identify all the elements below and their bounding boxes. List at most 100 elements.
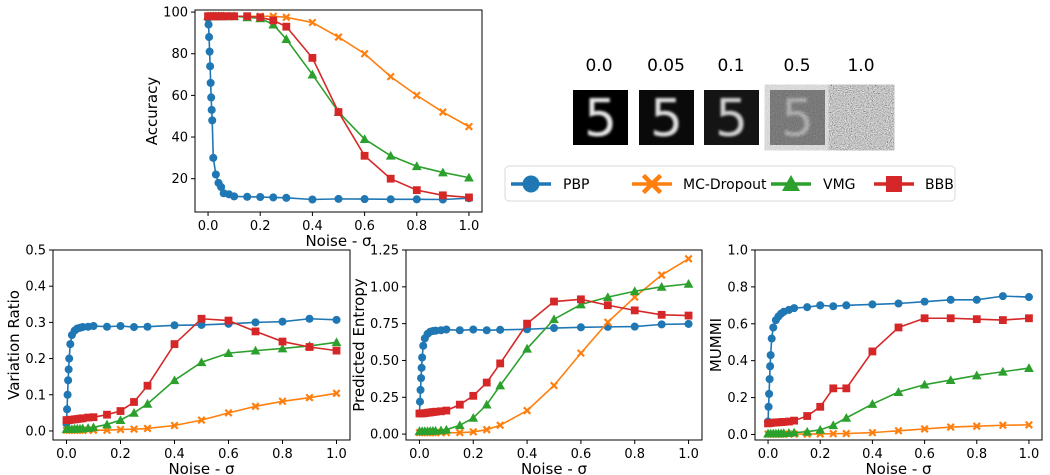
- data-point: [577, 295, 585, 304]
- data-point: [816, 301, 825, 310]
- x-tick-label: 0.2: [110, 447, 131, 462]
- x-tick-label: 1.0: [1019, 447, 1040, 462]
- x-tick-label: 1.0: [678, 447, 699, 462]
- x-tick-label: 0.2: [810, 447, 831, 462]
- data-point: [455, 326, 464, 335]
- data-point: [482, 378, 491, 387]
- data-point: [815, 424, 826, 434]
- data-point: [412, 186, 421, 195]
- data-point: [998, 292, 1007, 301]
- data-point: [972, 295, 981, 304]
- data-point: [115, 415, 126, 424]
- data-point: [197, 314, 206, 323]
- data-point: [256, 13, 265, 22]
- legend-entry-pbp: PBP: [511, 175, 590, 193]
- data-point: [894, 323, 903, 332]
- data-point: [65, 354, 74, 363]
- data-point: [971, 370, 982, 380]
- data-point: [332, 315, 341, 324]
- x-tick-label: 0.8: [406, 219, 427, 234]
- data-point: [972, 422, 981, 431]
- data-point: [765, 375, 774, 384]
- data-point: [469, 427, 478, 436]
- y-tick-label: 40: [171, 131, 188, 146]
- legend-marker-triangle: [782, 175, 800, 191]
- data-point: [803, 303, 812, 312]
- y-tick-label: 0.0: [25, 424, 46, 439]
- data-point: [102, 419, 112, 429]
- digit-glyph: 5: [715, 89, 748, 149]
- data-point: [482, 326, 491, 335]
- x-tick-label: 0.6: [571, 447, 592, 462]
- data-point: [219, 12, 228, 21]
- data-point: [385, 150, 396, 160]
- noise-label-0: 0.0: [585, 56, 612, 76]
- data-point: [766, 362, 775, 371]
- data-point: [946, 295, 955, 304]
- data-point: [469, 391, 478, 400]
- data-point: [972, 315, 981, 324]
- y-tick-label: 1.00: [370, 280, 399, 295]
- series-vmg: [763, 363, 1034, 438]
- data-point: [828, 420, 839, 430]
- noise-label-4: 1.0: [847, 56, 874, 76]
- y-tick-label: 100: [163, 6, 188, 21]
- data-point: [269, 16, 278, 25]
- axes-frame: [194, 9, 483, 213]
- data-point: [842, 384, 851, 393]
- data-point: [603, 301, 612, 310]
- x-tick-label: 1.0: [459, 219, 480, 234]
- data-point: [78, 414, 87, 423]
- y-axis-label: Predicted Entropy: [350, 278, 368, 412]
- data-point: [243, 12, 252, 21]
- data-point: [224, 316, 233, 325]
- data-point: [143, 381, 152, 390]
- data-point: [251, 327, 260, 336]
- chart-mummi: 0.0 0.2 0.4 0.6 0.8 1.0 0.0 0.2 0.4 0.6 0.8 1.0 Nois…: [707, 244, 1043, 475]
- y-tick-label: 60: [171, 89, 188, 104]
- data-point: [464, 172, 474, 182]
- series-pbp: [764, 292, 1033, 426]
- data-point: [523, 319, 531, 328]
- series-vmg: [414, 279, 694, 436]
- data-point: [495, 380, 506, 390]
- data-point: [455, 428, 464, 437]
- y-axis-label: Accuracy: [143, 77, 161, 146]
- data-point: [224, 408, 233, 417]
- data-point: [790, 416, 799, 425]
- data-point: [920, 297, 929, 306]
- data-point: [657, 271, 666, 280]
- data-point: [129, 425, 139, 434]
- x-tick-label: 0.4: [862, 447, 883, 462]
- data-point: [278, 317, 287, 326]
- digit-glyph: 5: [584, 89, 617, 149]
- y-tick-label: 1.0: [727, 244, 748, 259]
- data-point: [842, 429, 851, 438]
- y-tick-label: 0.4: [25, 280, 46, 295]
- data-point: [785, 417, 793, 426]
- series-line-pbp: [65, 317, 337, 424]
- data-point: [386, 72, 395, 81]
- y-tick-label: 0.3: [25, 316, 46, 331]
- data-point: [417, 363, 426, 372]
- x-tick-label: 0.4: [517, 447, 538, 462]
- data-point: [102, 322, 112, 331]
- data-point: [415, 397, 425, 406]
- data-point: [437, 167, 448, 177]
- axes-frame: [405, 249, 703, 441]
- data-point: [223, 348, 234, 358]
- y-tick-label: 0.8: [727, 280, 748, 295]
- data-point: [789, 427, 800, 437]
- data-point: [684, 319, 693, 328]
- data-point: [684, 254, 693, 263]
- data-point: [894, 426, 903, 435]
- data-point: [683, 279, 694, 288]
- noise-image-4: [834, 90, 889, 145]
- data-point: [894, 299, 903, 308]
- data-point: [867, 399, 878, 408]
- x-tick-label: 0.8: [624, 447, 645, 462]
- data-point: [468, 413, 479, 422]
- data-point: [576, 349, 585, 358]
- x-axis-label: Noise - σ: [168, 460, 235, 475]
